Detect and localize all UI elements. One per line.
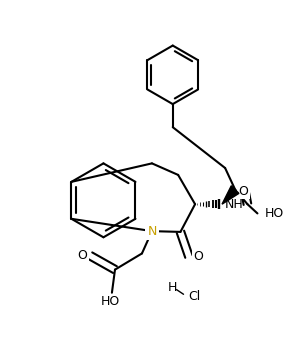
Text: O: O: [193, 250, 203, 263]
Polygon shape: [222, 186, 239, 204]
Text: N: N: [147, 225, 157, 238]
Text: H: H: [168, 281, 177, 294]
Text: O: O: [239, 184, 249, 198]
Text: HO: HO: [265, 207, 284, 220]
Text: Cl: Cl: [188, 290, 200, 303]
Text: HO: HO: [101, 296, 120, 308]
Text: O: O: [78, 249, 88, 262]
Text: NH: NH: [224, 198, 243, 211]
